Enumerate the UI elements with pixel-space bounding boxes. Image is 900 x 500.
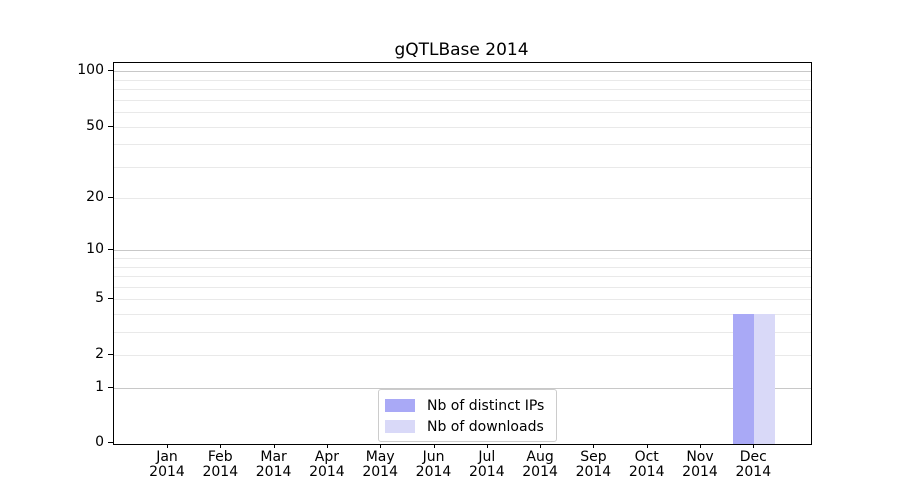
y-axis-tick: [108, 442, 113, 443]
x-tick-label: Oct 2014: [628, 449, 665, 480]
x-tick-label: Aug 2014: [522, 449, 558, 480]
y-tick-label: 10: [86, 241, 104, 258]
x-axis-tick: [326, 444, 328, 448]
x-tick-label: Jan 2014: [149, 449, 185, 480]
y-axis-tick: [108, 70, 113, 72]
y-axis-tick: [108, 249, 113, 251]
y-axis-tick: [108, 387, 113, 389]
y-tick-label: 100: [77, 62, 104, 79]
y-tick-label: 1: [95, 379, 104, 396]
y-tick-label: 20: [86, 189, 104, 206]
x-tick-label: Apr 2014: [309, 449, 345, 480]
y-tick-label: 5: [95, 290, 104, 307]
x-axis-tick: [486, 444, 488, 448]
legend: Nb of distinct IPs Nb of downloads: [378, 389, 558, 442]
minor-gridline: [114, 299, 811, 301]
legend-swatch-distinct-ips: [385, 399, 415, 412]
y-axis-tick: [108, 125, 113, 127]
x-tick-label: Feb 2014: [202, 449, 239, 480]
minor-gridline: [114, 266, 811, 268]
y-axis-tick: [108, 298, 113, 300]
x-axis-tick: [646, 444, 648, 448]
minor-gridline: [114, 79, 811, 81]
x-tick-label: Nov 2014: [682, 449, 718, 480]
minor-gridline: [114, 166, 811, 168]
legend-label-distinct-ips: Nb of distinct IPs: [427, 397, 545, 414]
plot-area: [113, 62, 812, 445]
minor-gridline: [114, 258, 811, 260]
legend-swatch-downloads: [385, 420, 415, 433]
minor-gridline: [114, 355, 811, 357]
legend-entry-distinct-ips: Nb of distinct IPs: [385, 397, 544, 414]
x-axis-tick: [540, 444, 542, 448]
y-axis-tick: [108, 354, 113, 356]
x-axis-tick: [273, 444, 275, 448]
y-axis-tick: [108, 197, 113, 199]
major-gridline: [114, 250, 811, 252]
x-tick-label: Jun 2014: [415, 449, 452, 480]
y-tick-label: 0: [95, 434, 104, 450]
bar-downloads: [754, 314, 776, 444]
x-axis-tick: [380, 444, 382, 448]
minor-gridline: [114, 276, 811, 278]
x-axis-tick: [433, 444, 435, 448]
minor-gridline: [114, 144, 811, 146]
x-tick-label: Dec 2014: [735, 449, 772, 480]
x-tick-label: Jul 2014: [468, 449, 505, 480]
minor-gridline: [114, 286, 811, 288]
minor-gridline: [114, 332, 811, 334]
minor-gridline: [114, 99, 811, 101]
legend-entry-downloads: Nb of downloads: [385, 418, 544, 435]
y-tick-label: 50: [86, 117, 104, 134]
x-tick-label: Sep 2014: [575, 449, 612, 480]
x-axis-tick: [753, 444, 755, 448]
x-axis-tick: [220, 444, 222, 448]
minor-gridline: [114, 198, 811, 200]
bar-distinct-ips: [733, 314, 755, 444]
x-axis-tick: [593, 444, 595, 448]
minor-gridline: [114, 89, 811, 91]
chart-title: gQTLBase 2014: [394, 40, 529, 60]
x-tick-label: Mar 2014: [255, 449, 292, 480]
x-tick-label: May 2014: [362, 449, 398, 480]
minor-gridline: [114, 112, 811, 114]
y-tick-label: 2: [95, 346, 104, 363]
minor-gridline: [114, 126, 811, 128]
major-gridline: [114, 71, 811, 73]
legend-label-downloads: Nb of downloads: [427, 418, 544, 435]
x-axis-tick: [167, 444, 168, 448]
minor-gridline: [114, 314, 811, 316]
x-axis-tick: [700, 444, 701, 448]
major-gridline: [114, 388, 811, 390]
